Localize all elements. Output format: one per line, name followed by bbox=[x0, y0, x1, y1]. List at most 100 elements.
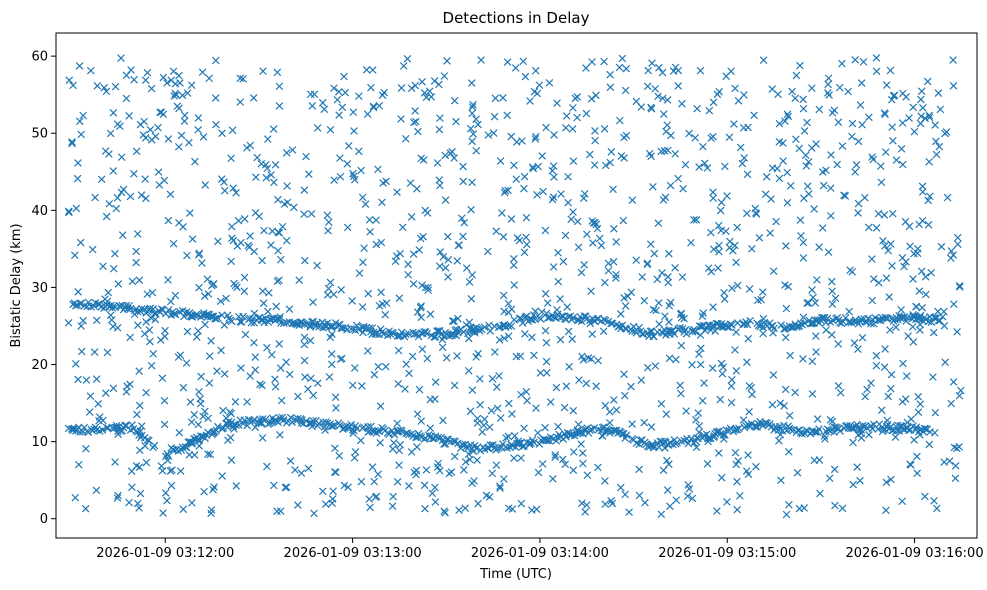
detection-point bbox=[220, 321, 229, 329]
detection-point bbox=[777, 476, 785, 485]
detection-point bbox=[910, 127, 919, 136]
detection-point bbox=[375, 101, 384, 110]
detection-point bbox=[199, 133, 208, 141]
detection-point bbox=[714, 221, 723, 230]
detection-point bbox=[906, 426, 915, 434]
detection-point bbox=[509, 261, 518, 270]
detection-point bbox=[758, 288, 767, 296]
detection-point bbox=[826, 416, 835, 424]
detection-point bbox=[583, 230, 591, 239]
detection-point bbox=[398, 223, 407, 232]
detection-point bbox=[646, 240, 655, 249]
detection-point bbox=[74, 159, 82, 167]
detection-point bbox=[496, 482, 504, 491]
detection-point bbox=[264, 307, 272, 316]
detection-point bbox=[92, 375, 101, 383]
detection-point bbox=[154, 123, 162, 132]
detection-point bbox=[410, 118, 418, 127]
detection-point bbox=[282, 358, 290, 367]
detection-point bbox=[100, 83, 109, 92]
detection-point bbox=[510, 281, 519, 289]
detection-point bbox=[514, 439, 523, 448]
detection-point bbox=[95, 413, 104, 421]
detection-point bbox=[930, 497, 938, 505]
detection-point bbox=[249, 94, 258, 102]
detection-point bbox=[881, 345, 889, 353]
detection-point bbox=[366, 503, 374, 512]
x-tick-label: 2026-01-09 03:13:00 bbox=[284, 546, 422, 561]
detection-point bbox=[687, 238, 695, 247]
detection-point bbox=[358, 193, 367, 202]
detection-point bbox=[881, 242, 889, 250]
detection-point bbox=[164, 276, 172, 284]
detection-point bbox=[799, 95, 807, 104]
detection-point bbox=[135, 367, 143, 375]
detection-point bbox=[541, 326, 550, 335]
detection-point bbox=[884, 246, 893, 255]
detection-point bbox=[835, 83, 844, 92]
detection-point bbox=[650, 249, 659, 258]
detection-point bbox=[204, 428, 212, 437]
detection-point bbox=[643, 259, 652, 268]
detection-point bbox=[700, 379, 708, 387]
detection-point bbox=[912, 302, 920, 311]
detection-point bbox=[811, 332, 820, 340]
detection-point bbox=[285, 370, 294, 379]
detection-point bbox=[680, 314, 688, 323]
detection-point bbox=[313, 261, 321, 270]
detection-point bbox=[744, 451, 752, 459]
detection-point bbox=[766, 229, 774, 237]
detection-point bbox=[458, 214, 466, 223]
detection-point bbox=[283, 198, 292, 207]
detection-point bbox=[865, 113, 873, 122]
detection-point bbox=[183, 327, 192, 336]
detection-point bbox=[953, 240, 962, 249]
detection-point bbox=[915, 220, 923, 229]
detection-point bbox=[874, 316, 882, 324]
detection-point bbox=[459, 232, 467, 241]
detection-point bbox=[582, 501, 591, 509]
detection-point bbox=[332, 404, 340, 412]
detection-point bbox=[508, 505, 517, 513]
detection-point bbox=[888, 262, 896, 270]
detection-point bbox=[521, 330, 529, 338]
detection-point bbox=[550, 131, 558, 139]
detection-point bbox=[125, 111, 133, 120]
detection-point bbox=[722, 227, 730, 236]
detection-point bbox=[378, 198, 386, 207]
detection-point bbox=[900, 262, 908, 271]
detection-point bbox=[358, 303, 367, 311]
detection-point bbox=[573, 113, 582, 122]
detection-point bbox=[916, 400, 925, 408]
detection-point bbox=[216, 297, 225, 306]
detection-point bbox=[727, 398, 736, 407]
detection-point bbox=[175, 428, 184, 437]
detection-point bbox=[759, 329, 767, 338]
detection-point bbox=[468, 103, 477, 111]
detection-point bbox=[791, 388, 799, 397]
detection-point bbox=[172, 91, 181, 99]
detection-point bbox=[600, 125, 609, 133]
detection-point bbox=[674, 82, 683, 90]
detection-point bbox=[236, 74, 245, 83]
detection-point bbox=[669, 440, 677, 449]
detection-point bbox=[477, 56, 485, 64]
detection-point bbox=[499, 291, 508, 300]
detection-point bbox=[207, 506, 216, 514]
detection-point bbox=[476, 375, 484, 383]
detection-point bbox=[728, 284, 736, 293]
detection-point bbox=[808, 357, 817, 366]
detection-point bbox=[324, 218, 333, 226]
detection-point bbox=[580, 260, 588, 269]
detection-point bbox=[186, 398, 195, 406]
detection-point bbox=[300, 356, 309, 365]
detection-point bbox=[147, 84, 156, 93]
detection-point bbox=[520, 248, 529, 257]
detection-point bbox=[820, 432, 829, 440]
detection-point bbox=[367, 83, 375, 92]
detection-point bbox=[880, 363, 889, 371]
detection-point bbox=[157, 462, 166, 470]
detection-point bbox=[336, 172, 345, 181]
detection-point bbox=[171, 310, 180, 319]
detection-point bbox=[606, 70, 614, 79]
